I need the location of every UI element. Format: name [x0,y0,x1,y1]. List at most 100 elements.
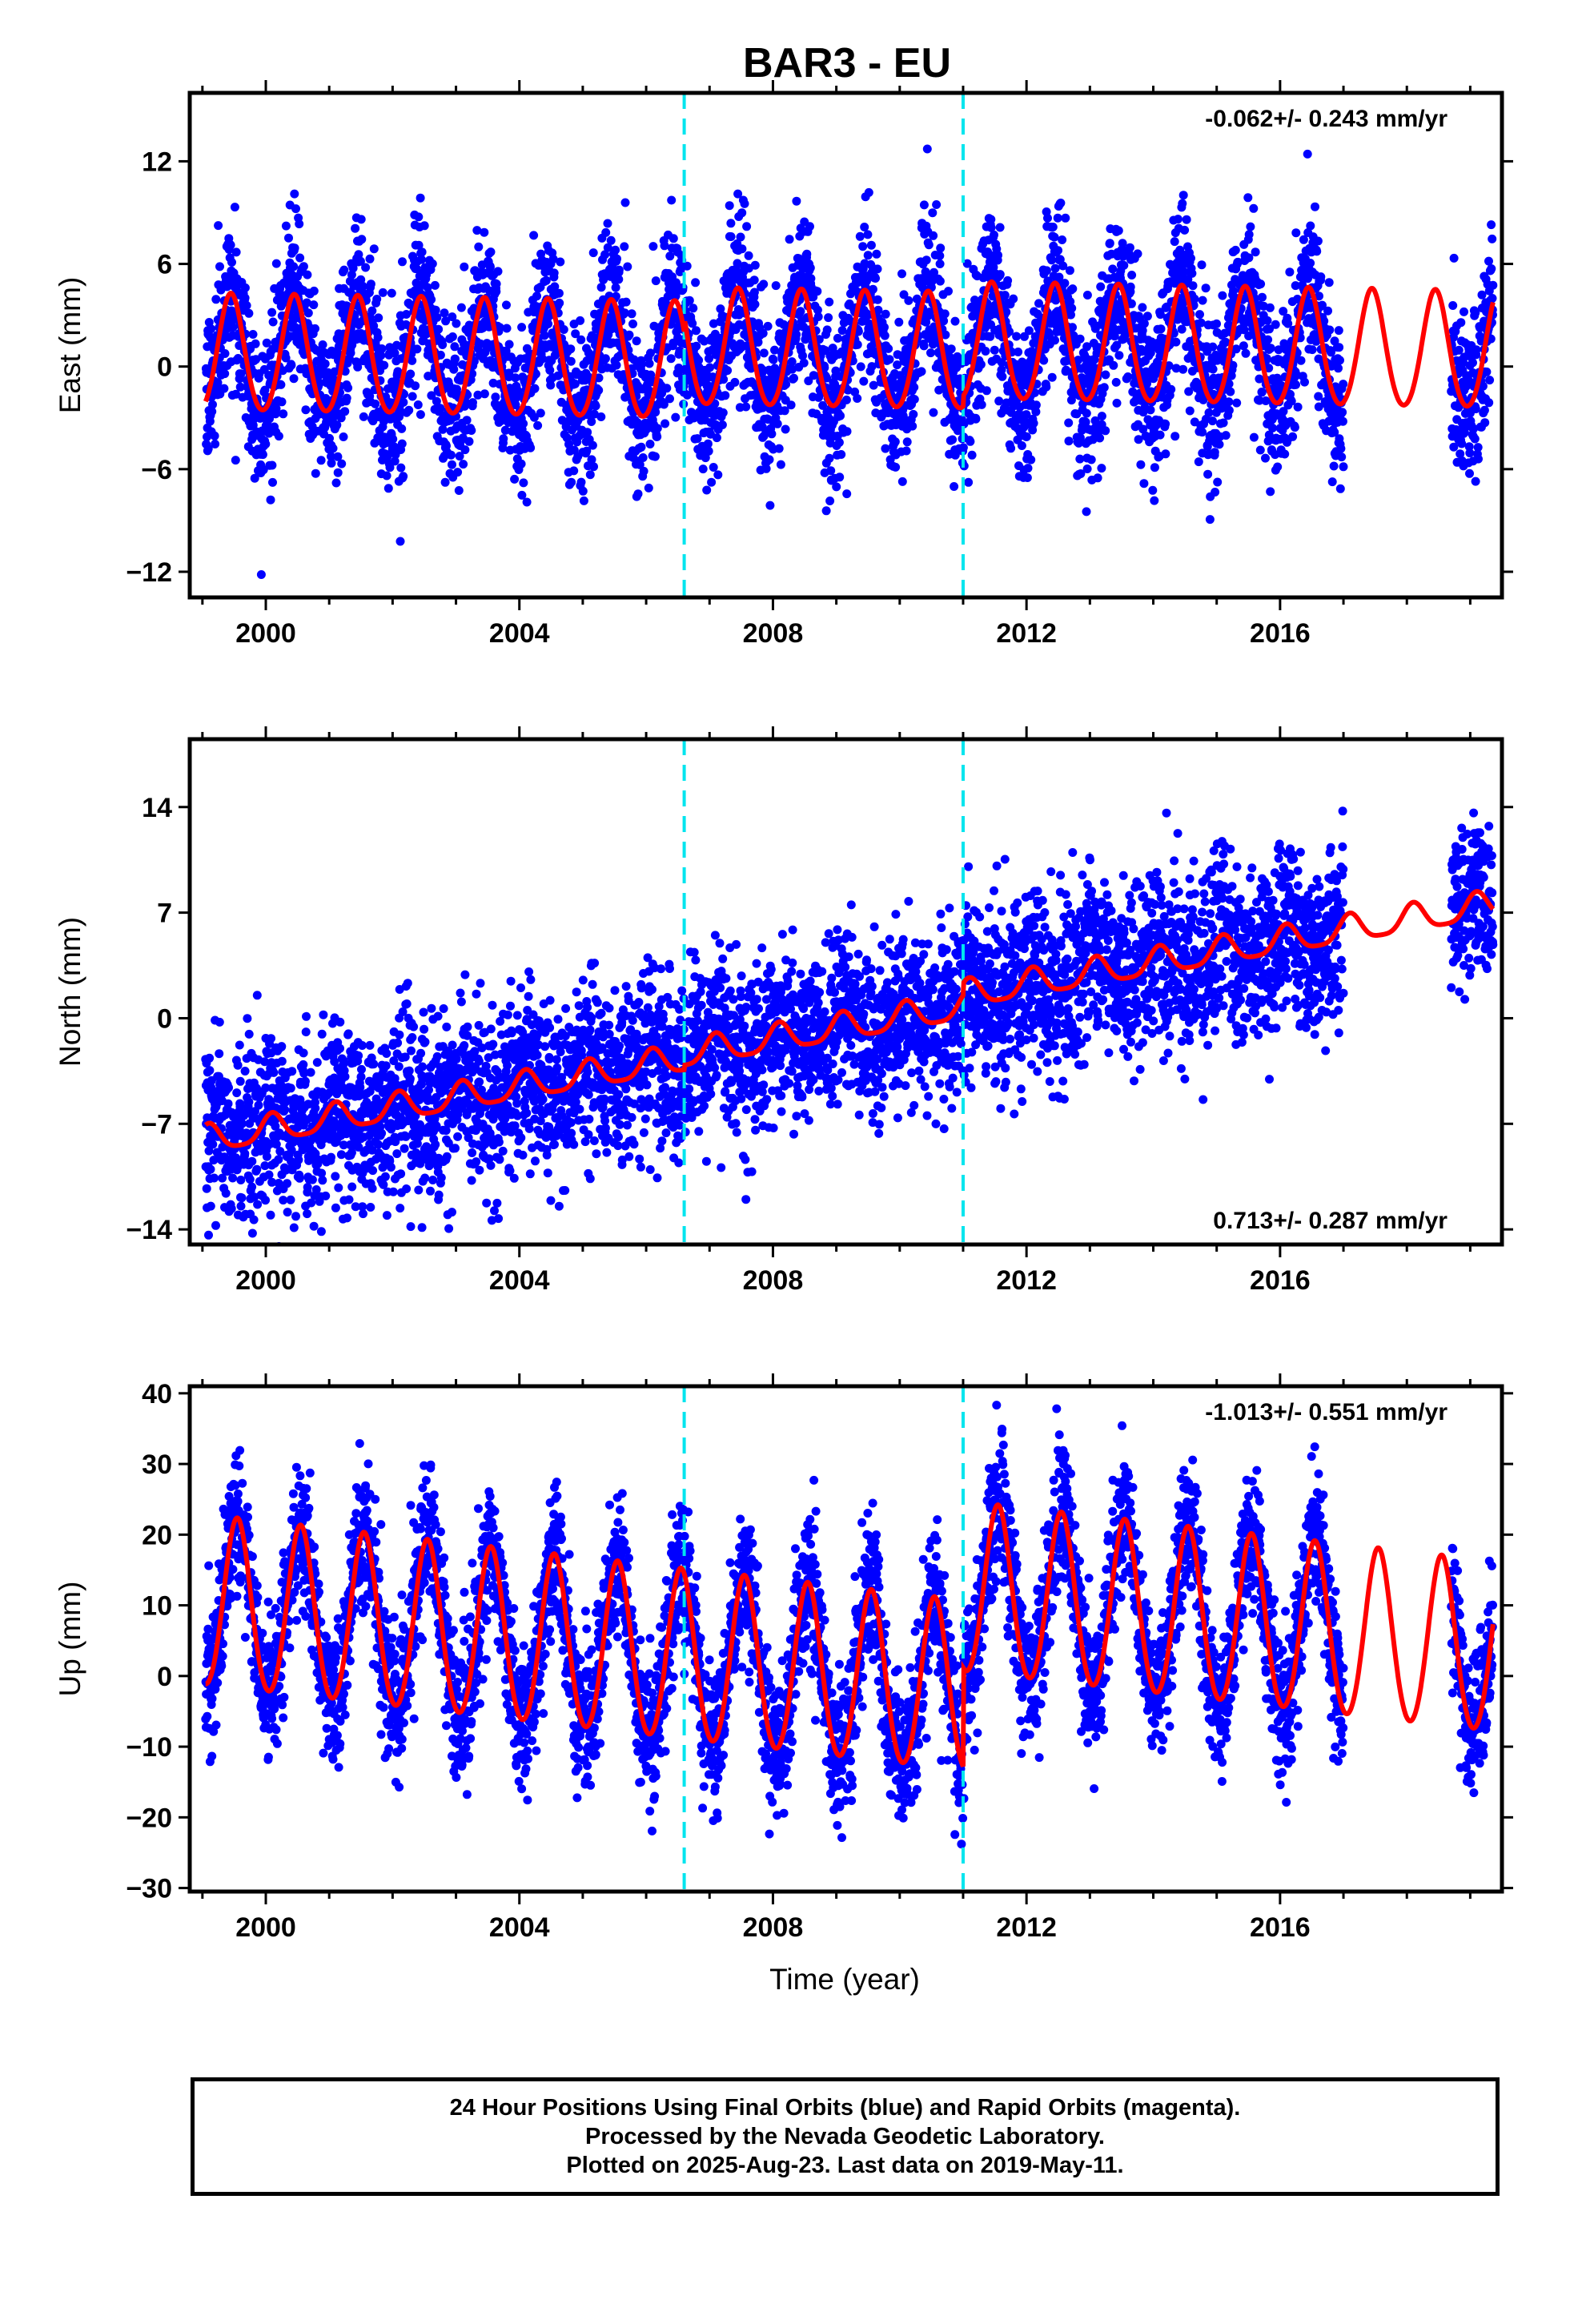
data-point [922,144,932,154]
data-point [339,265,349,275]
data-point [897,476,907,486]
data-point [227,258,236,267]
plot-frame [187,90,1504,600]
data-point [669,234,678,243]
data-point [511,373,520,383]
data-point [289,262,299,271]
data-point [621,297,631,307]
data-point [869,380,878,390]
data-point [691,278,701,287]
data-point [271,259,281,268]
data-point [881,444,890,453]
data-point [614,265,624,275]
data-point [761,464,771,473]
data-point [277,397,287,407]
data-point [1291,380,1300,389]
data-point [1139,479,1149,489]
data-point [346,348,355,358]
data-point [1142,379,1151,388]
data-point [299,262,308,271]
data-point [1171,337,1181,347]
data-point [1119,260,1129,270]
data-point [837,450,846,459]
data-point [1334,364,1343,373]
data-point [994,396,1004,406]
data-point [941,330,950,340]
data-point [420,221,429,231]
data-point [1109,360,1118,370]
data-point [259,465,268,475]
data-point [611,283,620,292]
data-point [1449,442,1459,452]
data-point [1261,453,1270,463]
data-point [1329,461,1339,471]
data-point [1187,268,1197,278]
data-point [858,242,868,251]
data-point [1082,507,1091,517]
data-point [1047,372,1057,382]
data-point [645,440,655,448]
data-point [492,287,501,296]
data-point [531,369,540,379]
data-point [1133,249,1142,259]
data-point [231,389,241,399]
data-point [825,497,835,505]
data-point [1468,358,1477,368]
data-point [805,222,814,231]
data-point [1263,316,1272,325]
data-point [1039,356,1049,365]
data-point [1221,337,1231,347]
data-point [1166,384,1176,394]
data-point [1182,215,1191,224]
data-point [880,323,889,332]
data-point [1028,425,1038,435]
data-point [1213,477,1223,487]
data-point [451,354,460,364]
data-point [517,490,527,500]
data-point [836,411,845,420]
data-point [1224,379,1234,388]
data-point [1226,387,1235,396]
data-point [230,203,239,212]
data-point [1177,324,1186,334]
data-point [620,308,629,318]
data-point [1208,342,1218,352]
data-point [500,425,510,435]
data-point [853,394,862,403]
data-point [1198,428,1207,437]
data-point [1231,245,1240,255]
data-point [821,506,831,516]
data-point [1311,202,1319,211]
data-point [825,453,834,463]
data-point [1477,290,1487,300]
data-point [1448,301,1458,310]
data-point [215,262,224,271]
data-point [1186,254,1195,263]
data-point [236,369,246,379]
data-point [448,312,457,322]
data-point [1064,418,1074,428]
data-point [1096,282,1106,292]
data-point [416,193,425,203]
data-point [639,466,648,476]
data-point [1146,405,1155,415]
data-point [576,316,585,325]
data-point [1487,220,1496,230]
data-point [1325,325,1335,335]
data-point [1058,261,1068,271]
data-point [856,362,865,372]
data-point [872,249,881,259]
data-point [820,363,829,372]
data-point [377,344,387,353]
data-point [990,345,999,355]
data-point [1030,388,1039,397]
data-point [412,344,422,354]
data-point [717,420,727,429]
data-point [1108,264,1118,274]
data-point [596,412,606,421]
data-point [859,376,869,386]
data-point [1265,303,1275,312]
data-point [704,446,713,456]
data-point [1114,351,1124,360]
data-point [440,477,450,487]
